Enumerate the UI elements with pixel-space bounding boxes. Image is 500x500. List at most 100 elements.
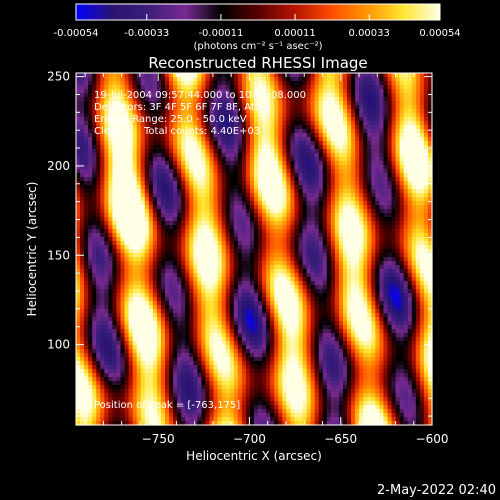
heatmap-cell <box>322 173 328 178</box>
heatmap-cell <box>266 273 271 278</box>
heatmap-cell <box>387 105 393 110</box>
heatmap-cell <box>156 77 162 82</box>
heatmap-cell <box>229 117 235 122</box>
heatmap-cell <box>302 269 308 274</box>
heatmap-cell <box>423 173 429 178</box>
heatmap-cell <box>165 73 170 78</box>
heatmap-cell <box>241 253 247 258</box>
heatmap-cell <box>124 193 130 198</box>
heatmap-cell <box>177 233 182 238</box>
heatmap-cell <box>419 121 425 126</box>
heatmap-cell <box>387 201 393 206</box>
heatmap-cell <box>217 261 223 266</box>
heatmap-cell <box>128 273 134 278</box>
heatmap-cell <box>330 81 336 86</box>
heatmap-cell <box>391 257 397 262</box>
heatmap-cell <box>306 189 312 194</box>
heatmap-cell <box>306 169 312 174</box>
heatmap-cell <box>282 153 287 158</box>
heatmap-cell <box>302 165 308 170</box>
heatmap-cell <box>112 189 118 194</box>
heatmap-cell <box>322 113 328 118</box>
heatmap-cell <box>322 181 328 186</box>
heatmap-cell <box>160 265 166 270</box>
heatmap-cell <box>359 173 364 178</box>
heatmap-cell <box>165 197 170 202</box>
heatmap-cell <box>286 157 292 162</box>
heatmap-cell <box>266 101 271 106</box>
heatmap-cell <box>181 137 186 142</box>
heatmap-cell <box>100 277 105 282</box>
heatmap-cell <box>375 225 381 230</box>
heatmap-cell <box>185 217 190 222</box>
heatmap-cell <box>375 117 381 122</box>
heatmap-cell <box>294 97 300 102</box>
heatmap-cell <box>338 77 344 82</box>
heatmap-cell <box>124 221 130 226</box>
heatmap-cell <box>359 193 364 198</box>
heatmap-cell <box>371 73 376 78</box>
heatmap-cell <box>262 109 267 114</box>
heatmap-cell <box>286 285 292 290</box>
heatmap-cell <box>108 93 114 98</box>
heatmap-cell <box>262 297 267 302</box>
heatmap-cell <box>367 197 372 202</box>
heatmap-cell <box>282 101 287 106</box>
heatmap-cell <box>88 81 93 86</box>
heatmap-cell <box>383 221 389 226</box>
heatmap-cell <box>379 225 385 230</box>
heatmap-cell <box>237 117 243 122</box>
heatmap-cell <box>322 237 328 242</box>
heatmap-cell <box>266 197 271 202</box>
heatmap-cell <box>148 185 154 190</box>
heatmap-cell <box>423 89 429 94</box>
heatmap-cell <box>375 129 381 134</box>
heatmap-cell <box>318 105 324 110</box>
heatmap-cell <box>112 233 118 238</box>
heatmap-cell <box>367 101 372 106</box>
heatmap-cell <box>302 81 308 86</box>
heatmap-cell <box>270 165 275 170</box>
heatmap-cell <box>254 245 259 250</box>
heatmap-cell <box>407 205 413 210</box>
heatmap-cell <box>136 161 142 166</box>
heatmap-cell <box>294 225 300 230</box>
heatmap-cell <box>282 241 287 246</box>
heatmap-cell <box>76 97 81 102</box>
heatmap-cell <box>144 153 150 158</box>
heatmap-cell <box>237 193 243 198</box>
heatmap-cell <box>326 293 332 298</box>
heatmap-cell <box>140 217 146 222</box>
heatmap-cell <box>375 289 381 294</box>
heatmap-cell <box>201 81 207 86</box>
heatmap-cell <box>383 157 389 162</box>
heatmap-cell <box>274 245 279 250</box>
heatmap-cell <box>427 225 433 230</box>
heatmap-cell <box>76 81 81 86</box>
heatmap-cell <box>379 277 385 282</box>
heatmap-cell <box>347 153 352 158</box>
heatmap-cell <box>391 181 397 186</box>
heatmap-cell <box>387 121 393 126</box>
heatmap-cell <box>302 293 308 298</box>
heatmap-cell <box>395 233 401 238</box>
heatmap-cell <box>334 145 340 150</box>
heatmap-cell <box>225 241 231 246</box>
heatmap-cell <box>338 285 344 290</box>
heatmap-cell <box>391 81 397 86</box>
heatmap-cell <box>343 245 348 250</box>
heatmap-cell <box>343 173 348 178</box>
heatmap-cell <box>423 73 429 78</box>
heatmap-cell <box>217 253 223 258</box>
heatmap-cell <box>343 165 348 170</box>
heatmap-cell <box>375 141 381 146</box>
heatmap-cell <box>286 253 292 258</box>
heatmap-cell <box>274 73 279 78</box>
heatmap-cell <box>266 145 271 150</box>
heatmap-cell <box>189 145 194 150</box>
heatmap-cell <box>108 229 114 234</box>
heatmap-cell <box>371 125 376 130</box>
heatmap-cell <box>274 181 279 186</box>
heatmap-cell <box>92 85 97 90</box>
heatmap-cell <box>330 217 336 222</box>
